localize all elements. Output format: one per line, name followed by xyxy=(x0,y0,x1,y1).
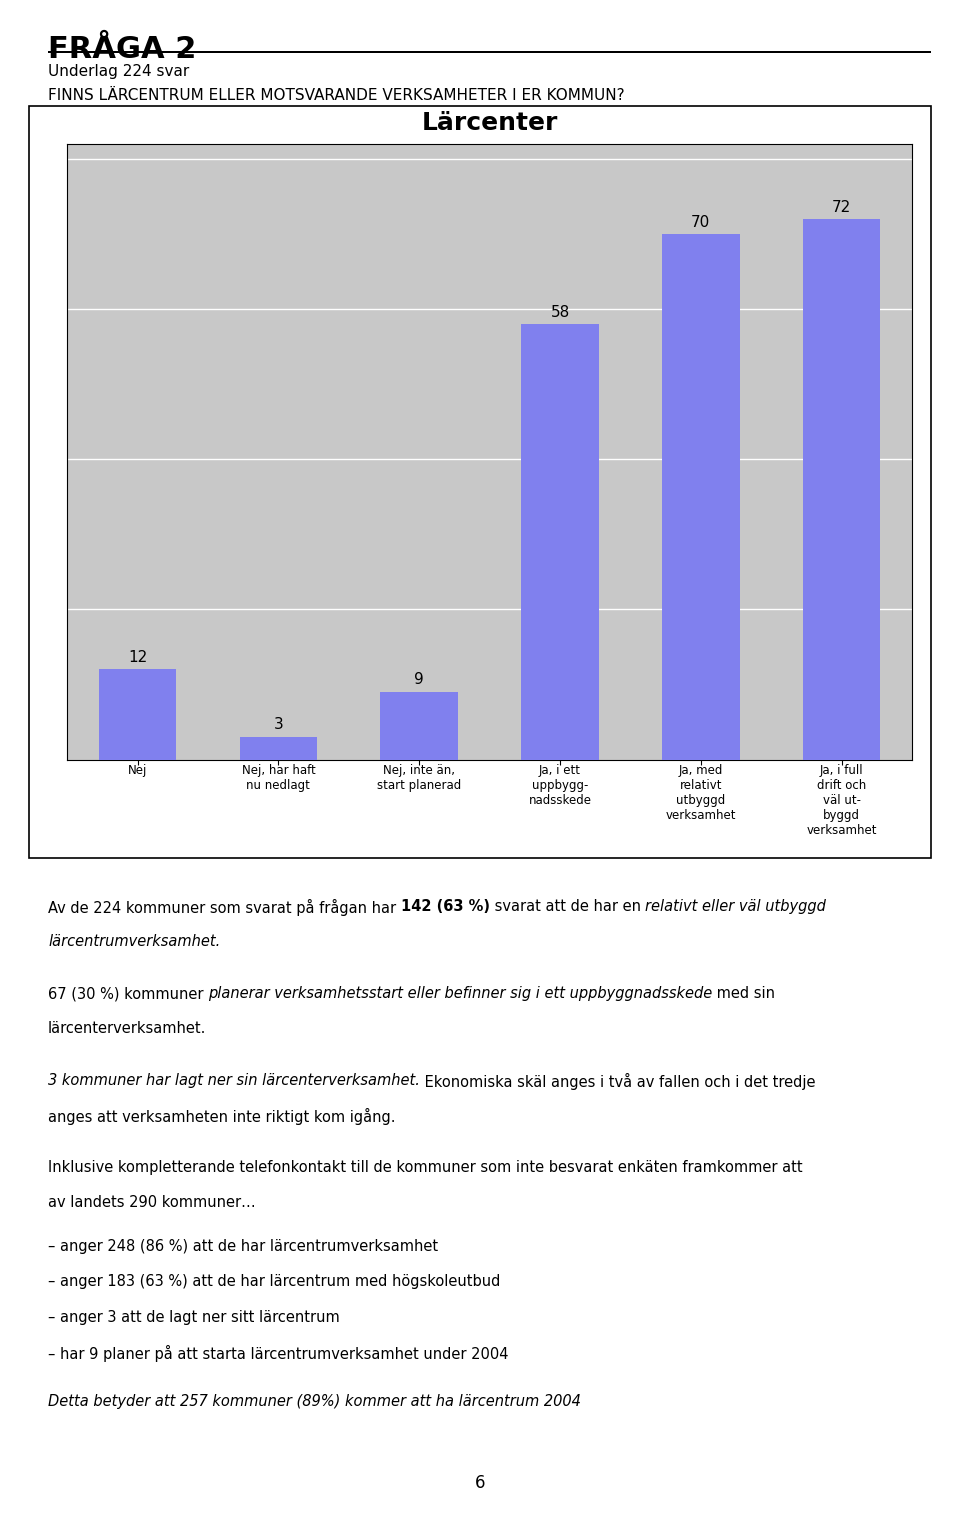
Text: Nej, inte än,
start planerad: Nej, inte än, start planerad xyxy=(377,764,462,791)
Text: lärcentrumverksamhet.: lärcentrumverksamhet. xyxy=(48,934,220,949)
Text: av landets 290 kommuner…: av landets 290 kommuner… xyxy=(48,1195,255,1211)
Text: Nej, har haft
nu nedlagt: Nej, har haft nu nedlagt xyxy=(242,764,315,791)
Text: 67 (30 %) kommuner: 67 (30 %) kommuner xyxy=(48,986,208,1001)
Bar xyxy=(380,693,458,760)
Bar xyxy=(240,737,317,760)
Text: Ja, med
relativt
utbyggd
verksamhet: Ja, med relativt utbyggd verksamhet xyxy=(665,764,736,822)
Text: 72: 72 xyxy=(832,201,852,214)
Bar xyxy=(99,670,177,760)
Text: 70: 70 xyxy=(691,214,710,229)
Text: anges att verksamheten inte riktigt kom igång.: anges att verksamheten inte riktigt kom … xyxy=(48,1109,396,1126)
Bar xyxy=(803,219,880,760)
Text: 9: 9 xyxy=(415,673,424,688)
Title: Lärcenter: Lärcenter xyxy=(421,111,558,135)
Text: FRÅGA 2: FRÅGA 2 xyxy=(48,35,197,64)
Text: Ekonomiska skäl anges i två av fallen och i det tredje: Ekonomiska skäl anges i två av fallen oc… xyxy=(420,1072,815,1091)
Text: 12: 12 xyxy=(128,650,147,665)
Text: – anger 183 (63 %) att de har lärcentrum med högskoleutbud: – anger 183 (63 %) att de har lärcentrum… xyxy=(48,1274,500,1290)
Text: 3 kommuner har lagt ner sin lärcenterverksamhet.: 3 kommuner har lagt ner sin lärcenterver… xyxy=(48,1072,420,1088)
Text: – har 9 planer på att starta lärcentrumverksamhet under 2004: – har 9 planer på att starta lärcentrumv… xyxy=(48,1344,509,1363)
Text: Ja, i full
drift och
väl ut-
byggd
verksamhet: Ja, i full drift och väl ut- byggd verks… xyxy=(806,764,876,837)
Text: FINNS LÄRCENTRUM ELLER MOTSVARANDE VERKSAMHETER I ER KOMMUN?: FINNS LÄRCENTRUM ELLER MOTSVARANDE VERKS… xyxy=(48,88,625,103)
Text: Nej: Nej xyxy=(128,764,147,778)
Text: 58: 58 xyxy=(550,305,569,321)
Text: 142 (63 %): 142 (63 %) xyxy=(400,899,490,914)
Bar xyxy=(662,234,739,760)
Text: Inklusive kompletterande telefonkontakt till de kommuner som inte besvarat enkät: Inklusive kompletterande telefonkontakt … xyxy=(48,1161,803,1174)
Text: svarat att de har en: svarat att de har en xyxy=(490,899,645,914)
Text: 6: 6 xyxy=(475,1473,485,1492)
Text: Detta betyder att 257 kommuner (89%) kommer att ha lärcentrum 2004: Detta betyder att 257 kommuner (89%) kom… xyxy=(48,1394,581,1410)
Text: lärcenterverksamhet.: lärcenterverksamhet. xyxy=(48,1021,206,1036)
Text: relativt eller väl utbyggd: relativt eller väl utbyggd xyxy=(645,899,827,914)
Text: Av de 224 kommuner som svarat på frågan har: Av de 224 kommuner som svarat på frågan … xyxy=(48,899,400,916)
Text: – anger 3 att de lagt ner sitt lärcentrum: – anger 3 att de lagt ner sitt lärcentru… xyxy=(48,1309,340,1325)
Text: Underlag 224 svar: Underlag 224 svar xyxy=(48,64,189,79)
Text: med sin: med sin xyxy=(712,986,776,1001)
Bar xyxy=(521,325,599,760)
Text: planerar verksamhetsstart eller befinner sig i ett uppbyggnadsskede: planerar verksamhetsstart eller befinner… xyxy=(208,986,712,1001)
Text: 3: 3 xyxy=(274,717,283,732)
Text: – anger 248 (86 %) att de har lärcentrumverksamhet: – anger 248 (86 %) att de har lärcentrum… xyxy=(48,1240,438,1255)
Text: Ja, i ett
uppbygg-
nadsskede: Ja, i ett uppbygg- nadsskede xyxy=(529,764,591,807)
